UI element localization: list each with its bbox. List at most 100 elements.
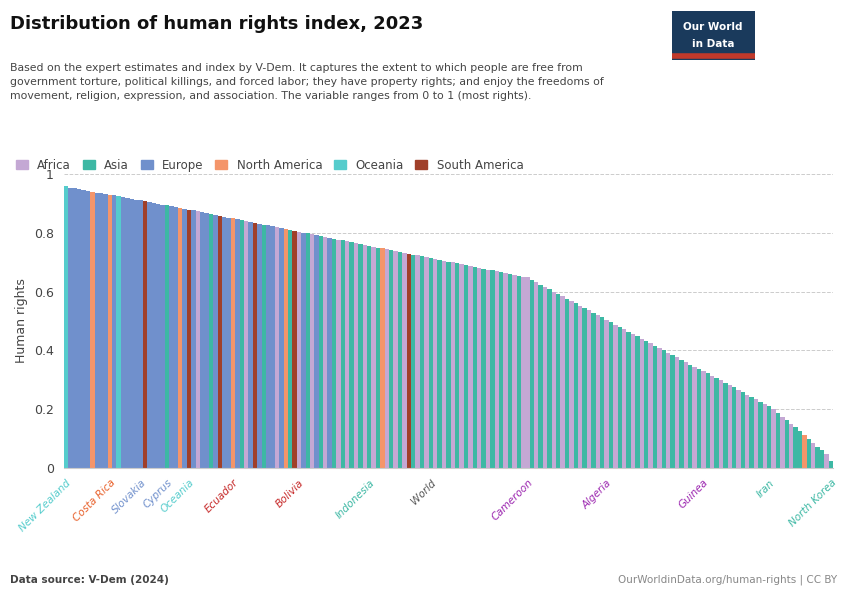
Bar [389, 250, 394, 468]
Y-axis label: Human rights: Human rights [15, 278, 28, 364]
Bar [394, 251, 398, 468]
Bar [534, 282, 539, 468]
Bar [112, 196, 116, 468]
Bar [244, 221, 248, 468]
Bar [367, 246, 371, 468]
Bar [72, 188, 77, 468]
Bar [477, 268, 481, 468]
Bar [481, 269, 485, 468]
Bar [754, 399, 758, 468]
Bar [222, 217, 226, 468]
Bar [740, 392, 745, 468]
Bar [473, 267, 477, 468]
Bar [77, 189, 82, 468]
Bar [442, 261, 446, 468]
Bar [719, 380, 723, 468]
Bar [798, 431, 802, 468]
Bar [151, 203, 156, 468]
Bar [459, 264, 464, 468]
Bar [586, 310, 592, 468]
Text: Our World: Our World [683, 22, 743, 32]
Bar [275, 227, 279, 468]
Bar [596, 315, 600, 468]
Bar [490, 271, 495, 468]
Bar [121, 197, 125, 468]
Bar [688, 365, 693, 468]
Bar [134, 200, 139, 468]
Bar [363, 245, 367, 468]
Bar [499, 272, 503, 468]
Bar [209, 214, 213, 468]
Bar [565, 299, 570, 468]
Bar [543, 287, 547, 468]
Bar [231, 218, 235, 468]
Bar [772, 409, 776, 468]
Bar [345, 241, 349, 468]
Bar [701, 371, 706, 468]
Bar [108, 194, 112, 468]
Text: Data source: V-Dem (2024): Data source: V-Dem (2024) [10, 575, 169, 585]
Bar [196, 211, 200, 468]
Bar [613, 325, 618, 468]
Legend: Africa, Asia, Europe, North America, Oceania, South America: Africa, Asia, Europe, North America, Oce… [16, 159, 524, 172]
Bar [258, 224, 262, 468]
Bar [693, 367, 697, 468]
Text: OurWorldinData.org/human-rights | CC BY: OurWorldinData.org/human-rights | CC BY [618, 575, 837, 585]
Bar [191, 211, 196, 468]
Bar [578, 306, 582, 468]
Bar [86, 191, 90, 468]
Bar [649, 343, 653, 468]
Bar [521, 277, 525, 468]
Bar [450, 262, 455, 468]
Bar [539, 284, 543, 468]
Bar [143, 201, 147, 468]
Bar [758, 401, 762, 468]
Bar [706, 373, 710, 468]
Bar [503, 273, 507, 468]
Bar [139, 200, 143, 468]
Bar [380, 248, 385, 468]
Bar [530, 280, 534, 468]
Bar [464, 265, 468, 468]
Bar [213, 215, 218, 468]
Bar [736, 390, 740, 468]
Bar [750, 397, 754, 468]
Text: Distribution of human rights index, 2023: Distribution of human rights index, 2023 [10, 15, 423, 33]
Bar [64, 187, 68, 468]
Bar [187, 209, 191, 468]
Bar [512, 275, 517, 468]
Bar [455, 263, 459, 468]
Bar [745, 395, 750, 468]
Bar [288, 230, 292, 468]
Bar [609, 322, 613, 468]
Bar [762, 404, 767, 468]
Bar [310, 234, 314, 468]
Bar [485, 269, 490, 468]
Bar [671, 355, 675, 468]
Bar [94, 193, 99, 468]
Bar [402, 253, 406, 468]
Bar [262, 224, 266, 468]
Bar [819, 451, 824, 468]
Bar [301, 233, 305, 468]
Bar [178, 208, 183, 468]
Bar [732, 388, 736, 468]
Bar [173, 207, 178, 468]
Bar [240, 220, 244, 468]
Bar [438, 260, 442, 468]
Bar [653, 346, 657, 468]
Bar [767, 406, 772, 468]
Bar [292, 231, 297, 468]
Bar [785, 421, 789, 468]
Bar [406, 254, 411, 468]
Bar [626, 332, 631, 468]
Bar [218, 216, 222, 468]
Bar [556, 294, 560, 468]
Bar [675, 358, 679, 468]
Bar [376, 247, 380, 468]
Bar [337, 239, 341, 468]
Bar [248, 222, 252, 468]
Bar [780, 416, 785, 468]
Bar [116, 196, 121, 468]
Bar [130, 199, 134, 468]
